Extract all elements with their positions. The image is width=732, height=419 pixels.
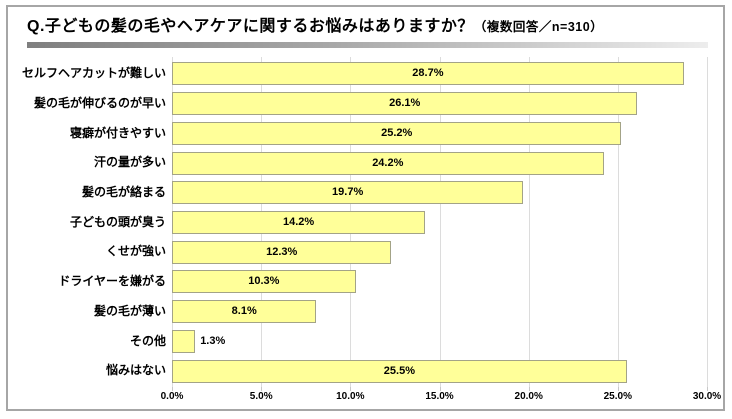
table-row: 髪の毛が絡まる 19.7%: [0, 178, 732, 208]
gridline-15pct: [439, 57, 441, 387]
bar-value-label: 28.7%: [412, 67, 444, 80]
chart-title: Q.子どもの髪の毛やヘアケアに関するお悩みはありますか？（複数回答／n=310）: [27, 12, 603, 36]
table-row: セルフヘアカットが難しい 28.7%: [0, 59, 732, 89]
bar-track: 26.1%: [172, 89, 707, 119]
category-label: 悩みはない: [105, 363, 166, 378]
gridline-20pct: [528, 57, 530, 387]
title-divider-gradient-bar: [27, 42, 708, 48]
bar-track: 12.3%: [172, 237, 707, 267]
bar: [172, 121, 622, 145]
axis-tick-5pct: [261, 387, 263, 391]
category-label: ドライヤーを嫌がる: [58, 274, 166, 289]
axis-tick-15pct: [439, 387, 441, 391]
bar-track: 24.2%: [172, 148, 707, 178]
bar-rows: セルフヘアカットが難しい 28.7% 髪の毛が伸びるのが早い 26.1% 寝癖が付きやす…: [0, 59, 732, 387]
bar-track: 28.7%: [172, 59, 707, 89]
gridline-30pct: [707, 57, 708, 387]
bar: [172, 92, 638, 116]
table-row: 寝癖が付きやすい 25.2%: [0, 119, 732, 149]
bar-value-label: 24.2%: [372, 156, 404, 169]
x-axis-label: 30.0%: [692, 391, 722, 402]
chart-title-note: （複数回答／n=310）: [473, 20, 604, 34]
category-label: その他: [129, 333, 166, 348]
bar-value-label: 26.1%: [389, 97, 421, 110]
category-label: くせが強い: [105, 244, 166, 259]
bar-value-label: 25.2%: [381, 126, 413, 139]
category-label: 髪の毛が伸びるのが早い: [33, 95, 166, 110]
bar: [172, 359, 627, 383]
x-axis-label: 25.0%: [603, 391, 632, 402]
bar-value-label: 19.7%: [332, 186, 364, 199]
table-row: 子どもの頭が臭う 14.2%: [0, 208, 732, 238]
bar-value-label: 14.2%: [282, 215, 315, 228]
bar: [172, 151, 604, 175]
bar-track: 1.3%: [172, 327, 707, 357]
bar: [172, 329, 196, 353]
gridline-25pct: [617, 57, 619, 387]
category-label: セルフヘアカットが難しい: [21, 66, 166, 80]
table-row: 悩みはない 25.5%: [0, 356, 732, 386]
table-row: 汗の量が多い 24.2%: [0, 148, 732, 178]
bar: [172, 181, 524, 205]
bar: [172, 300, 317, 324]
bar: [172, 240, 392, 264]
category-label: 寝癖が付きやすい: [69, 125, 166, 140]
axis-tick-25pct: [617, 387, 619, 391]
table-row: ドライヤーを嫌がる 10.3%: [0, 267, 732, 297]
bar: [172, 270, 356, 294]
bar: [172, 62, 684, 86]
axis-tick-30pct: [707, 387, 708, 391]
x-axis-label: 20.0%: [514, 391, 543, 402]
bar-value-label: 25.5%: [383, 364, 415, 377]
bar-track: 10.3%: [172, 267, 707, 297]
bar-track: 8.1%: [172, 297, 707, 327]
x-axis-label: 0.0%: [160, 391, 184, 402]
table-row: 髪の毛が伸びるのが早い 26.1%: [0, 89, 732, 119]
bar-track: 14.2%: [172, 208, 707, 238]
bar-value-label: 8.1%: [231, 305, 257, 318]
bar: [172, 210, 426, 234]
category-label: 髪の毛が絡まる: [81, 184, 166, 199]
chart-title-question: Q.子どもの髪の毛やヘアケアに関するお悩みはありますか？: [27, 18, 474, 35]
bar-value-label: 10.3%: [248, 275, 280, 288]
axis-tick-0pct: [172, 387, 173, 391]
bar-value-label: 12.3%: [266, 245, 298, 258]
bar-track: 25.5%: [172, 356, 707, 386]
axis-tick-20pct: [528, 387, 530, 391]
table-row: 髪の毛が薄い 8.1%: [0, 297, 732, 327]
bar-track: 19.7%: [172, 178, 707, 208]
bar-track: 25.2%: [172, 119, 707, 149]
category-label: 汗の量が多い: [93, 155, 166, 170]
bar-value-label: 1.3%: [200, 334, 226, 347]
x-axis-label: 10.0%: [336, 391, 365, 402]
x-axis-tick-labels: 0.0% 5.0% 10.0% 15.0% 20.0% 25.0% 30.0%: [0, 391, 732, 405]
table-row: その他 1.3%: [0, 327, 732, 357]
table-row: くせが強い 12.3%: [0, 237, 732, 267]
x-axis-label: 15.0%: [425, 391, 454, 402]
category-label: 子どもの頭が臭う: [69, 214, 166, 229]
x-axis-label: 5.0%: [249, 391, 273, 402]
category-label: 髪の毛が薄い: [93, 303, 166, 318]
axis-tick-10pct: [350, 387, 352, 391]
